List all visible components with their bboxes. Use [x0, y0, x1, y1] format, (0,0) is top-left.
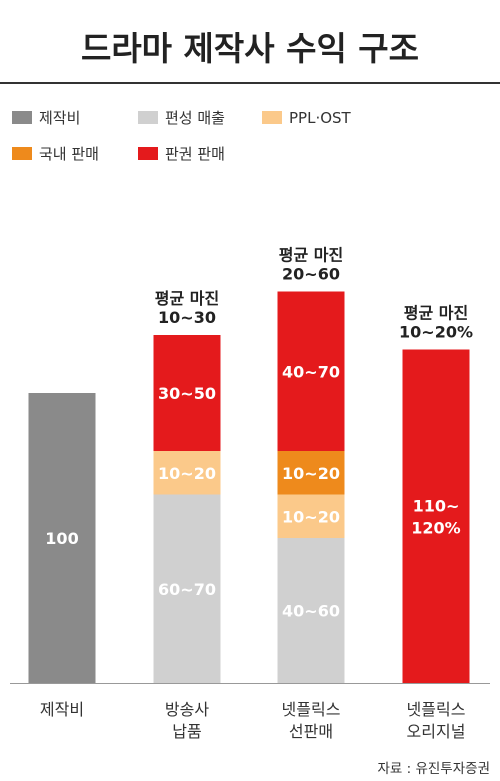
text-line: 110~	[413, 496, 460, 515]
legend-label: 국내 판매	[39, 145, 99, 163]
text-line: 오리지널	[407, 722, 466, 741]
legend-label: 판권 판매	[165, 145, 225, 163]
legend-item: 국내 판매	[12, 145, 99, 163]
legend-item: 제작비	[12, 109, 80, 127]
bar-segment	[277, 538, 345, 683]
text-line: 30~50	[158, 384, 216, 403]
text-line: 납품	[172, 722, 201, 741]
text-line: 넷플릭스	[407, 700, 466, 719]
legend-swatch	[138, 147, 158, 160]
text-line: 평균 마진	[155, 289, 219, 308]
segment-value-label: 110~ 120%	[411, 496, 460, 537]
text-line: 20~60	[282, 265, 340, 284]
chart-title: 드라마 제작사 수익 구조	[81, 29, 419, 68]
legend-item: 편성 매출	[138, 109, 225, 127]
legend-label: PPL·OST	[289, 109, 352, 127]
bar-stack: 110~ 120% 평균 마진 10~20%	[399, 304, 473, 683]
source-note: 자료 : 유진투자증권	[378, 761, 491, 777]
bar-segment	[402, 349, 470, 683]
text-line: 10~20%	[399, 323, 473, 342]
average-margin-label: 평균 마진 10~30	[155, 289, 219, 327]
segment-value-label: 30~50	[158, 384, 216, 403]
text-line: 평균 마진	[279, 246, 343, 265]
segment-value-label: 60~70	[158, 580, 216, 599]
average-margin-label: 평균 마진 20~60	[279, 246, 343, 284]
legend-swatch	[12, 147, 32, 160]
text-line: 평균 마진	[404, 304, 468, 323]
bar-stack: 100	[28, 393, 96, 683]
text-line: 10~20	[282, 507, 340, 526]
segment-value-label: 10~20	[282, 507, 340, 526]
text-line: 10~30	[158, 308, 216, 327]
segment-value-label: 40~60	[282, 602, 340, 621]
segment-value-label: 10~20	[282, 464, 340, 483]
legend: 제작비 편성 매출 PPL·OST 국내 판매 판권 판매	[12, 109, 352, 163]
legend-swatch	[138, 111, 158, 124]
bar-segment	[153, 494, 221, 683]
text-line: 10~20	[158, 464, 216, 483]
average-margin-label: 평균 마진 10~20%	[399, 304, 473, 342]
bar-stack: 60~70 10~20 30~50 평균 마진 10~30	[153, 289, 221, 683]
bar-segment	[153, 335, 221, 451]
category-label: 제작비	[40, 700, 84, 719]
text-line: 40~60	[282, 602, 340, 621]
text-line: 선판매	[289, 722, 333, 741]
segment-value-label: 40~70	[282, 362, 340, 381]
legend-item: 판권 판매	[138, 145, 225, 163]
bar-segment	[153, 451, 221, 495]
legend-item: PPL·OST	[262, 109, 352, 127]
text-line: 40~70	[282, 362, 340, 381]
bar-segment	[277, 451, 345, 495]
bar-stack: 40~60 10~20 10~20 40~70 평균 마진 20~60	[277, 246, 345, 683]
title-divider	[0, 82, 500, 84]
text-line: 제작비	[40, 700, 84, 719]
bar-segment	[277, 291, 345, 451]
segment-value-label: 10~20	[158, 464, 216, 483]
text-line: 120%	[411, 518, 460, 537]
text-line: 넷플릭스	[282, 700, 341, 719]
legend-label: 편성 매출	[165, 109, 225, 127]
bar-segment	[277, 494, 345, 538]
legend-label: 제작비	[39, 109, 80, 127]
bar-segment	[28, 393, 96, 683]
text-line: 100	[45, 529, 78, 548]
text-line: 60~70	[158, 580, 216, 599]
text-line: 10~20	[282, 464, 340, 483]
legend-swatch	[262, 111, 282, 124]
text-line: 방송사	[165, 700, 209, 719]
legend-swatch	[12, 111, 32, 124]
segment-value-label: 100	[45, 529, 78, 548]
